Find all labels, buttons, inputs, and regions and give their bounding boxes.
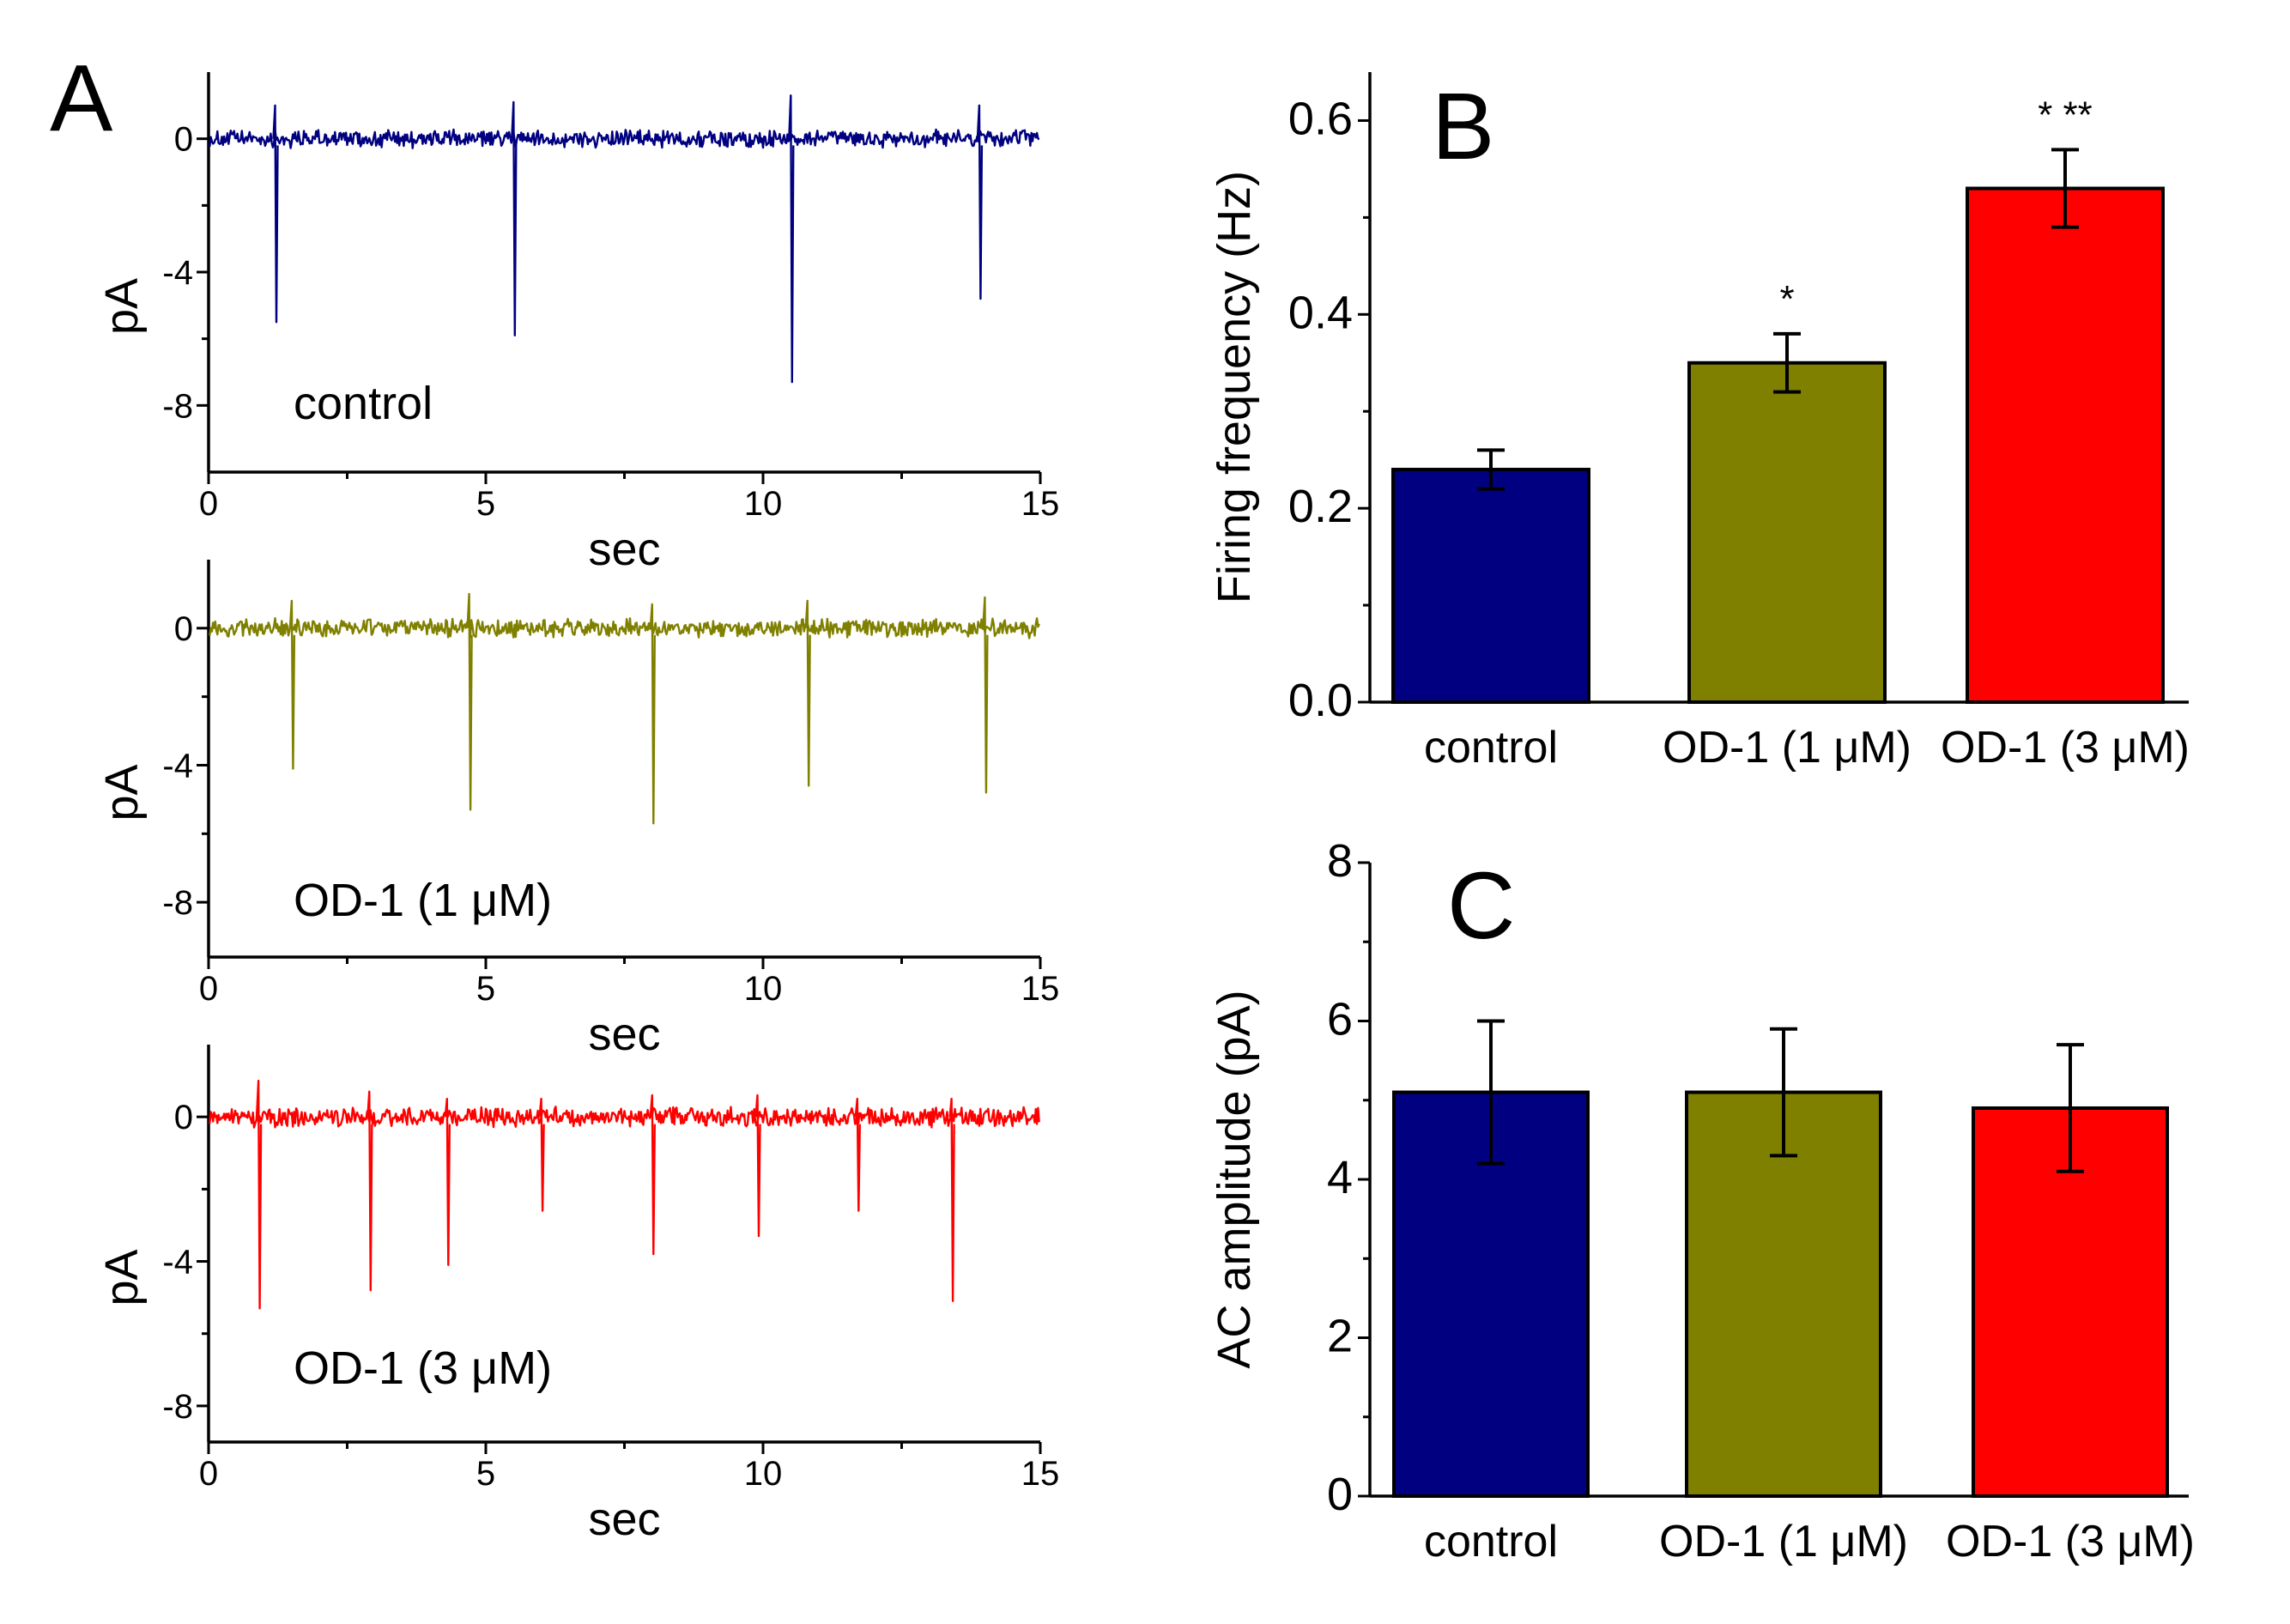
y-tick-label: 2: [1327, 1311, 1353, 1362]
y-axis-label: pA: [96, 1249, 148, 1306]
bar-chart-ac-amplitude: 0 2 4 6 8 AC amplitude (pA) control OD-1 (1 μM)…: [1209, 835, 2195, 1566]
x-axis-label: sec: [588, 1009, 660, 1060]
y-tick-label: -4: [162, 254, 193, 292]
y-axis-label: Firing frequency (Hz): [1209, 171, 1260, 603]
spike: [948, 1097, 955, 1302]
x-tick-label: 0: [199, 1455, 218, 1493]
baseline-noise: [209, 1106, 1040, 1129]
spike: [255, 1079, 263, 1310]
x-tick-label: 10: [744, 485, 783, 523]
y-tick-label: -8: [162, 884, 193, 922]
spike: [649, 603, 656, 825]
x-category-label: control: [1424, 1517, 1558, 1566]
y-tick-label: 0.0: [1288, 675, 1353, 726]
y-axis-label: AC amplitude (pA): [1209, 990, 1260, 1368]
y-tick-label: 6: [1327, 994, 1353, 1045]
x-tick-label: 10: [744, 1455, 783, 1493]
y-tick-label: 0: [1327, 1469, 1353, 1520]
x-category-label: OD-1 (3 μM): [1946, 1517, 2195, 1566]
x-axis-label: sec: [588, 1494, 660, 1545]
bar-chart-firing-frequency: 0.0 0.2 0.4 0.6 Firing frequency (Hz) control…: [1209, 72, 2190, 773]
trace-condition-label: OD-1 (1 μM): [294, 875, 552, 926]
bar: [1687, 361, 1887, 704]
y-tick-label: 0.6: [1288, 93, 1353, 144]
spike: [288, 599, 296, 770]
x-category-label: OD-1 (3 μM): [1941, 723, 2190, 773]
trace-panel-od1-1um: 0 -4 -8 0 5 10 15 sec pA OD-1 (1 μM): [96, 560, 1059, 1060]
spike: [976, 104, 984, 300]
x-category-label: control: [1424, 723, 1558, 773]
y-axis-label: pA: [96, 764, 148, 821]
y-tick-label: -4: [162, 747, 193, 785]
y-tick-label: 4: [1327, 1152, 1353, 1203]
x-tick-label: 15: [1021, 1455, 1060, 1493]
x-tick-label: 0: [199, 970, 218, 1008]
trace-condition-label: control: [294, 378, 433, 429]
spike: [982, 596, 989, 794]
y-tick-label: 8: [1327, 835, 1353, 887]
spike: [804, 599, 811, 787]
bar: [1391, 467, 1590, 704]
y-tick-label: 0: [174, 610, 193, 648]
y-tick-label: 0: [174, 1099, 193, 1136]
spike: [511, 100, 518, 336]
spike: [466, 592, 473, 811]
y-tick-label: 0.4: [1288, 287, 1353, 338]
x-tick-label: 15: [1021, 485, 1060, 523]
significance-marker: *: [1779, 278, 1794, 320]
significance-marker: * **: [2038, 94, 2093, 136]
bar: [1966, 186, 2165, 704]
spike: [272, 104, 279, 324]
spike: [754, 1094, 761, 1238]
panel-label-b: B: [1432, 74, 1494, 179]
trace-condition-label: OD-1 (3 μM): [294, 1342, 552, 1394]
x-tick-label: 10: [744, 970, 783, 1008]
panel-label-c: C: [1447, 853, 1515, 959]
spike: [854, 1097, 861, 1212]
spike: [649, 1094, 656, 1256]
x-category-label: OD-1 (1 μM): [1663, 723, 1911, 773]
y-tick-label: -8: [162, 387, 193, 425]
spike: [444, 1097, 451, 1266]
spike: [367, 1090, 373, 1292]
x-axis-label: sec: [588, 524, 660, 575]
baseline-noise: [209, 617, 1040, 639]
x-tick-label: 5: [476, 970, 495, 1008]
x-category-label: OD-1 (1 μM): [1659, 1517, 1908, 1566]
y-tick-label: 0.2: [1288, 481, 1353, 532]
y-tick-label: 0: [174, 121, 193, 159]
y-tick-label: -8: [162, 1388, 193, 1426]
y-tick-label: -4: [162, 1244, 193, 1282]
x-tick-label: 0: [199, 485, 218, 523]
bar: [1685, 1090, 1882, 1499]
spike: [538, 1097, 545, 1212]
trace-panel-control: 0 -4 -8 0 5 10 15 sec pA control: [96, 72, 1059, 575]
spike: [788, 94, 795, 384]
x-tick-label: 5: [476, 485, 495, 523]
baseline-noise: [209, 128, 1040, 149]
x-tick-label: 5: [476, 1455, 495, 1493]
x-tick-label: 15: [1021, 970, 1060, 1008]
panel-label-a: A: [50, 45, 113, 151]
y-axis-label: pA: [96, 278, 148, 335]
